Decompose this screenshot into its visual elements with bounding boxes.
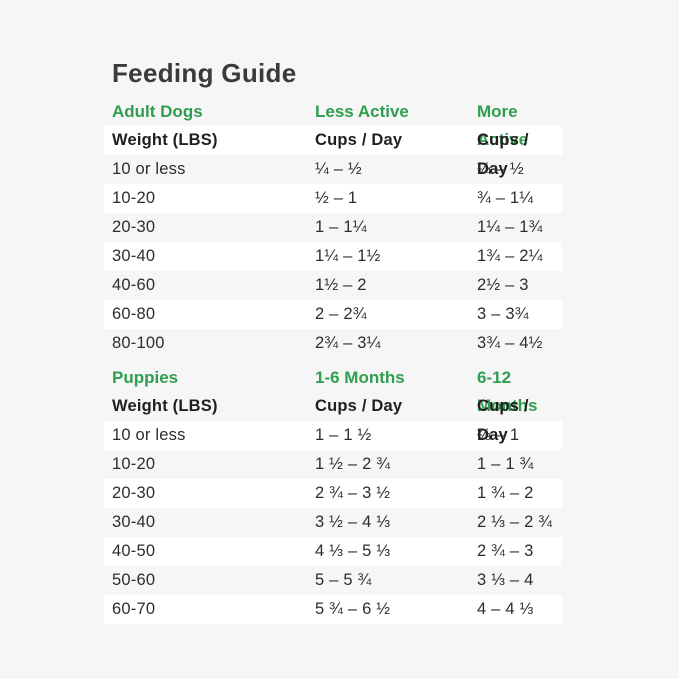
table-row: 60-70 5 ¾ – 6 ½ 4 – 4 ⅓ [104,595,562,624]
puppies-section-header: Puppies 1-6 Months 6-12 Months [104,364,562,415]
cups-cell: 4 ⅓ – 5 ⅓ [315,542,391,560]
cups-cell: 1 ½ – 2 ¾ [315,455,391,473]
weight-cell: 60-70 [112,600,156,618]
column-header-1-6-months: 1-6 Months [315,368,405,387]
cups-cell: 3 ½ – 4 ⅓ [315,513,391,531]
puppies-rows: Weight (LBS) Cups / Day Cups / Day 10 or… [104,392,562,624]
weight-cell: 80-100 [112,334,165,352]
weight-cell: 10 or less [112,426,186,444]
cups-cell: ¼ – ½ [477,160,524,178]
table-subheader-row: Weight (LBS) Cups / Day Cups / Day [104,126,562,178]
adult-dogs-rows: Weight (LBS) Cups / Day Cups / Day 10 or… [104,126,562,358]
weight-cell: 10-20 [112,189,156,207]
cups-cell: 1 – 1 ½ [315,426,372,444]
cups-cell: 1 ¾ – 2 [477,484,534,502]
table-row: 10-20 ½ – 1 ¾ – 1¼ [104,184,562,213]
weight-cell: 10-20 [112,455,156,473]
cups-cell: 1¼ – 1¾ [477,218,543,236]
page-title: Feeding Guide [112,58,297,88]
cups-cell: 3 – 3¾ [477,305,529,323]
cups-cell: 1½ – 2 [315,276,367,294]
table-row: 80-100 2¾ – 3¼ 3¾ – 4½ [104,329,562,358]
table-row: 10 or less 1 – 1 ½ ⅔ – 1 [104,421,562,450]
cups-cell: 2½ – 3 [477,276,529,294]
cups-cell: 2 ¾ – 3 [477,542,534,560]
cups-per-day-header: Cups / Day [477,131,529,178]
weight-cell: 20-30 [112,218,156,236]
weight-cell: 20-30 [112,484,156,502]
table-row: 50-60 5 – 5 ¾ 3 ⅓ – 4 [104,566,562,595]
table-subheader-row: Weight (LBS) Cups / Day Cups / Day [104,392,562,444]
table-row: 40-50 4 ⅓ – 5 ⅓ 2 ¾ – 3 [104,537,562,566]
weight-cell: 40-60 [112,276,156,294]
weight-cell: 30-40 [112,513,156,531]
column-header-less-active: Less Active [315,102,409,121]
adult-dogs-section-header: Adult Dogs Less Active More Active [104,98,562,149]
cups-cell: 1 – 1¼ [315,218,367,236]
weight-cell: 60-80 [112,305,156,323]
cups-per-day-header: Cups / Day [315,397,403,415]
weight-cell: 10 or less [112,160,186,178]
column-header-6-12-months: 6-12 Months [477,368,538,415]
weight-cell: 50-60 [112,571,156,589]
cups-cell: ¾ – 1¼ [477,189,534,207]
weight-header: Weight (LBS) [112,131,218,149]
cups-per-day-header: Cups / Day [477,397,529,444]
table-row: 10-20 1 ½ – 2 ¾ 1 – 1 ¾ [104,450,562,479]
cups-cell: 2 ⅓ – 2 ¾ [477,513,553,531]
cups-cell: 1¼ – 1½ [315,247,381,265]
puppies-table: Puppies 1-6 Months 6-12 Months Weight (L… [104,364,562,624]
section-label-adult-dogs: Adult Dogs [112,102,203,121]
section-label-puppies: Puppies [112,368,179,387]
table-row: 20-30 1 – 1¼ 1¼ – 1¾ [104,213,562,242]
table-row: 20-30 2 ¾ – 3 ½ 1 ¾ – 2 [104,479,562,508]
cups-cell: 2 – 2¾ [315,305,367,323]
cups-cell: ⅔ – 1 [477,426,520,444]
cups-cell: ½ – 1 [315,189,358,207]
weight-cell: 40-50 [112,542,156,560]
table-row: 30-40 3 ½ – 4 ⅓ 2 ⅓ – 2 ¾ [104,508,562,537]
column-header-more-active: More Active [477,102,529,149]
cups-cell: 2¾ – 3¼ [315,334,381,352]
table-row: 30-40 1¼ – 1½ 1¾ – 2¼ [104,242,562,271]
cups-cell: 5 ¾ – 6 ½ [315,600,391,618]
cups-cell: 4 – 4 ⅓ [477,600,534,618]
cups-per-day-header: Cups / Day [315,131,403,149]
weight-cell: 30-40 [112,247,156,265]
table-row: 40-60 1½ – 2 2½ – 3 [104,271,562,300]
cups-cell: 1¾ – 2¼ [477,247,543,265]
table-row: 60-80 2 – 2¾ 3 – 3¾ [104,300,562,329]
cups-cell: 5 – 5 ¾ [315,571,372,589]
weight-header: Weight (LBS) [112,397,218,415]
adult-dogs-table: Adult Dogs Less Active More Active Weigh… [104,98,562,358]
table-row: 10 or less ¼ – ½ ¼ – ½ [104,155,562,184]
cups-cell: 3¾ – 4½ [477,334,543,352]
cups-cell: 2 ¾ – 3 ½ [315,484,391,502]
cups-cell: ¼ – ½ [315,160,362,178]
cups-cell: 1 – 1 ¾ [477,455,534,473]
cups-cell: 3 ⅓ – 4 [477,571,534,589]
